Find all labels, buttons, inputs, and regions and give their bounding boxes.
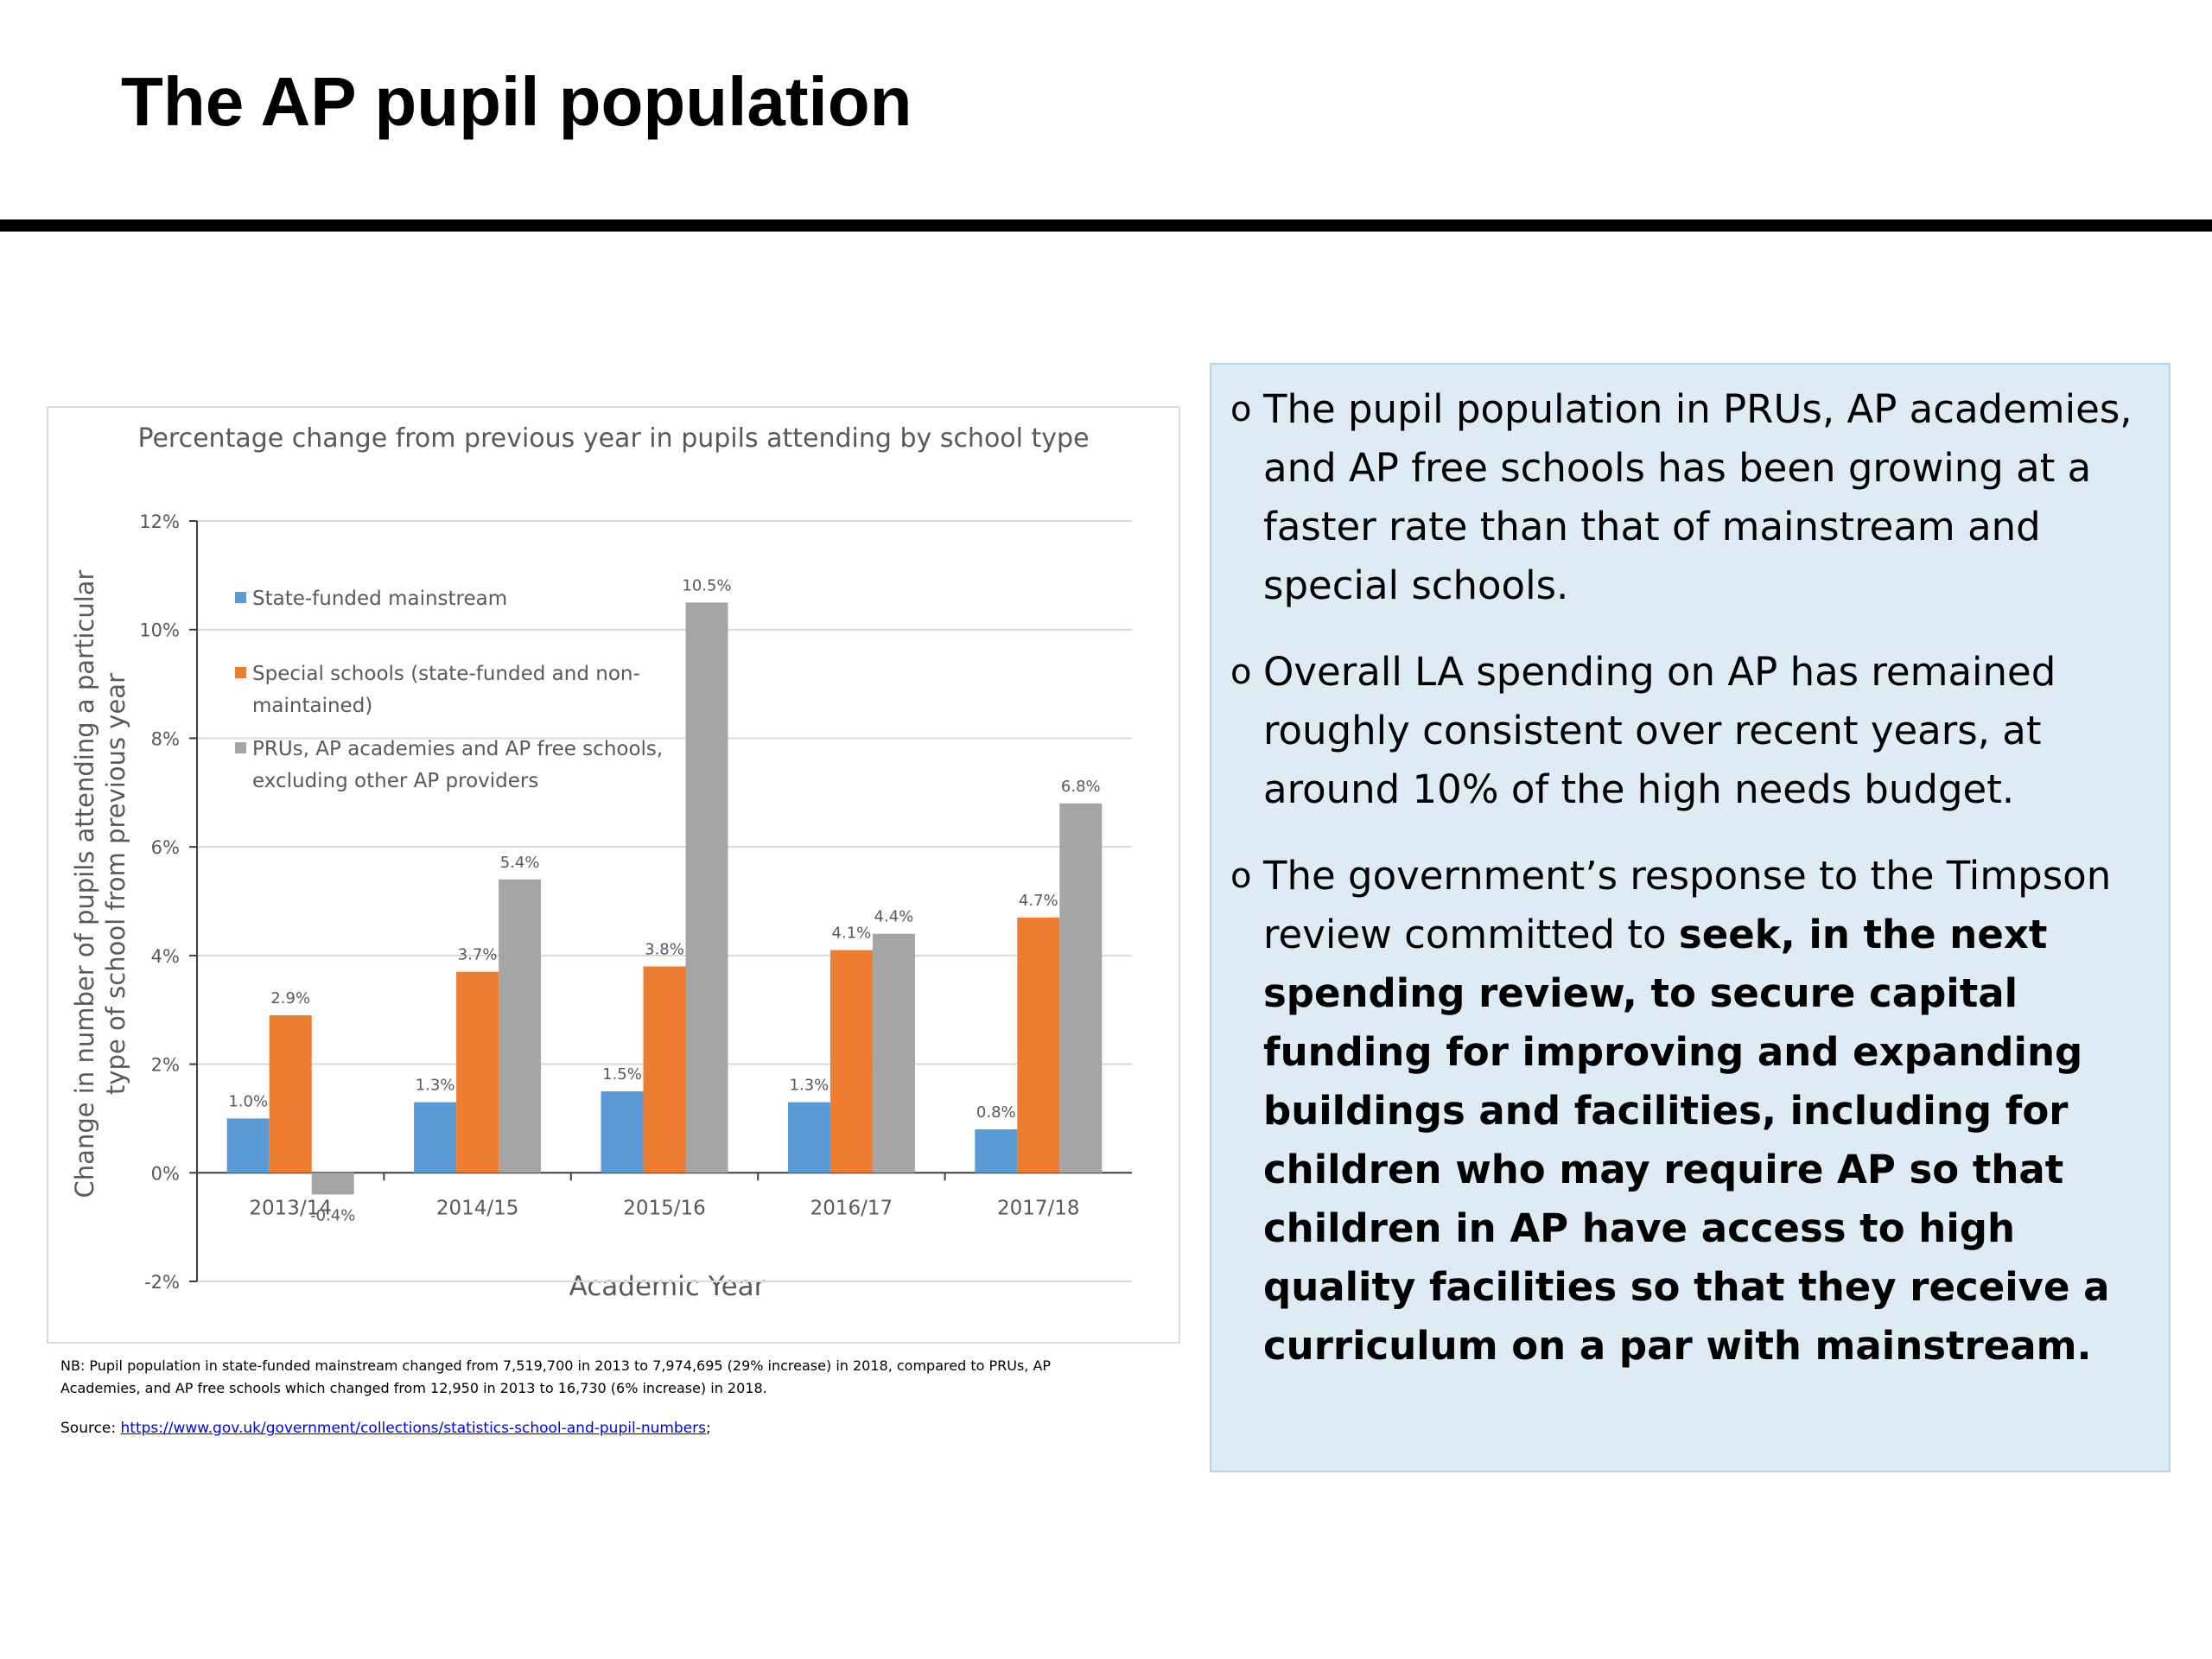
bullet-marker: o	[1230, 390, 1252, 429]
y-tick-label: 0%	[151, 1163, 180, 1184]
bullet-item: o Overall LA spending on AP has remained…	[1230, 643, 2152, 819]
bar	[975, 1129, 1018, 1173]
bullet-text-plain: The government’s response to the Timpson…	[1263, 853, 2112, 957]
chart-footnote: NB: Pupil population in state-funded mai…	[60, 1355, 1132, 1400]
bar	[872, 933, 915, 1173]
bar	[1059, 803, 1103, 1173]
y-tick-label: 10%	[139, 620, 180, 641]
y-tick-label: 4%	[151, 946, 180, 967]
bar	[499, 879, 542, 1173]
y-tick-label: 12%	[139, 512, 180, 532]
data-label: 4.7%	[1019, 892, 1058, 910]
bar	[311, 1173, 354, 1195]
title-divider	[0, 219, 2212, 232]
data-label: 0.8%	[976, 1103, 1016, 1122]
slide-title: The AP pupil population	[121, 63, 912, 140]
bar	[226, 1118, 270, 1173]
y-axis-title: type of school from previous year	[101, 673, 130, 1095]
bullet-item: o The government’s response to the Timps…	[1230, 847, 2152, 1376]
x-category-label: 2014/15	[436, 1197, 519, 1219]
bullet-item: o The pupil population in PRUs, AP acade…	[1230, 380, 2152, 615]
bar	[414, 1102, 457, 1173]
bar-chart: Percentage change from previous year in …	[70, 423, 1132, 1302]
summary-panel: o The pupil population in PRUs, AP acade…	[1210, 363, 2171, 1472]
x-category-label: 2016/17	[810, 1197, 893, 1219]
data-label: 10.5%	[682, 576, 731, 594]
data-label: 5.4%	[500, 854, 540, 872]
x-category-label: 2017/18	[997, 1197, 1080, 1219]
y-tick-label: 8%	[151, 728, 180, 749]
chart-container: Percentage change from previous year in …	[47, 406, 1180, 1344]
bullet-text-bold: seek, in the next spending review, to se…	[1263, 912, 2110, 1369]
x-axis-title: Academic Year	[569, 1271, 766, 1302]
source-citation: Source: https://www.gov.uk/government/co…	[60, 1420, 1132, 1437]
footnote-line-2: Academies, and AP free schools which cha…	[60, 1380, 767, 1396]
bullet-text: The government’s response to the Timpson…	[1263, 847, 2152, 1376]
bar	[787, 1102, 830, 1173]
y-tick-label: 6%	[151, 837, 180, 858]
data-label: 4.4%	[874, 908, 914, 926]
bullet-marker: o	[1230, 652, 1252, 692]
bullet-marker: o	[1230, 856, 1252, 896]
data-label: 4.1%	[832, 925, 872, 943]
y-tick-label: -2%	[144, 1272, 180, 1293]
data-label: 1.3%	[790, 1077, 830, 1095]
data-label: 3.7%	[458, 946, 498, 964]
bar	[456, 971, 499, 1173]
footnote-line-1: NB: Pupil population in state-funded mai…	[60, 1357, 1052, 1374]
bar	[685, 602, 728, 1173]
chart-title: Percentage change from previous year in …	[137, 423, 1089, 454]
data-label: 1.3%	[416, 1077, 455, 1095]
bullet-text: Overall LA spending on AP has remained r…	[1263, 649, 2056, 812]
data-label: -0.4%	[310, 1206, 355, 1224]
source-label: Source:	[60, 1420, 121, 1437]
y-axis-title: Change in number of pupils attending a p…	[70, 569, 99, 1198]
legend-swatch	[235, 592, 246, 603]
bar	[1017, 917, 1060, 1173]
source-link[interactable]: https://www.gov.uk/government/collection…	[120, 1420, 707, 1437]
data-label: 2.9%	[270, 989, 310, 1007]
data-label: 3.8%	[645, 940, 684, 958]
data-label: 6.8%	[1061, 778, 1101, 796]
bullet-text: The pupil population in PRUs, AP academi…	[1263, 386, 2133, 608]
data-label: 1.5%	[602, 1065, 642, 1084]
legend-swatch	[235, 667, 246, 678]
legend-swatch	[235, 742, 246, 753]
source-suffix: ;	[706, 1420, 711, 1437]
y-tick-label: 2%	[151, 1055, 180, 1076]
data-label: 1.0%	[228, 1092, 268, 1110]
bar	[643, 966, 686, 1173]
legend-label: Special schools (state-funded and non-	[252, 663, 640, 685]
legend-label: State-funded mainstream	[252, 588, 507, 610]
legend-label: excluding other AP providers	[252, 770, 538, 792]
legend-label: PRUs, AP academies and AP free schools,	[252, 738, 663, 760]
bar	[830, 950, 873, 1173]
bar	[601, 1091, 644, 1173]
x-category-label: 2015/16	[623, 1197, 706, 1219]
legend-label: maintained)	[252, 695, 372, 717]
bar	[269, 1015, 312, 1173]
x-category-label: 2013/14	[249, 1197, 332, 1219]
